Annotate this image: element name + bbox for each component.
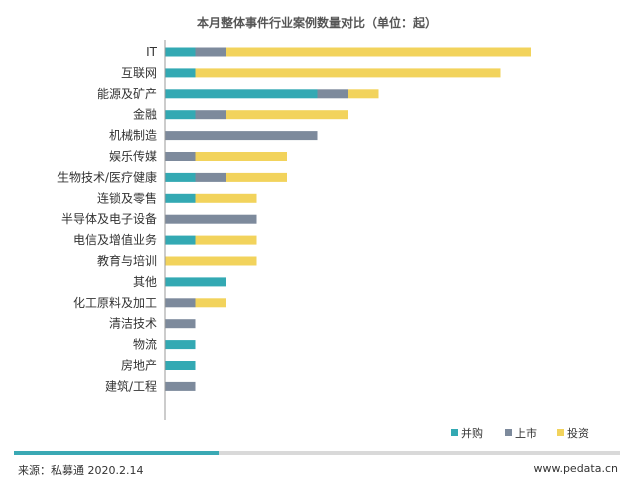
category-label: 能源及矿产 [97,87,157,101]
bar-segment [165,110,196,120]
legend-swatch [557,429,564,436]
category-label: 生物技术/医疗健康 [57,169,157,184]
bar-segment [165,319,196,329]
legend-label: 并购 [461,426,483,440]
bar-segment [165,256,257,266]
bar-segment [165,361,196,370]
bar-segment [165,235,196,245]
category-label: 连锁及零售 [97,190,157,205]
bar-segment [165,172,196,182]
legend-swatch [451,429,458,436]
bar-segment [165,340,196,350]
bar-segment [195,235,257,245]
bar-segment [195,47,226,57]
category-label: IT [146,45,158,59]
category-label: 互联网 [121,66,157,80]
legend-label: 上市 [515,426,537,440]
bar-segment [165,131,318,141]
category-label: 金融 [133,107,157,122]
bottom-divider-accent [14,451,219,455]
category-label: 机械制造 [109,128,157,143]
legend-swatch [505,429,512,436]
legend-label: 投资 [567,426,589,440]
bar-segment [165,298,196,308]
footer-website: www.pedata.cn [533,462,618,475]
chart-title: 本月整体事件行业案例数量对比（单位：起） [196,16,437,30]
legend: 并购 上市 投资 [451,426,589,440]
category-label: 半导体及电子设备 [61,212,157,226]
bar-segment [165,89,318,99]
bar-segment [195,110,226,120]
bar-segment [165,277,226,287]
legend-item: 并购 [451,426,483,440]
category-label: 建筑/工程 [105,378,157,393]
bar-segment [165,214,257,224]
bar-segment [226,110,348,120]
bar-segment [195,172,226,182]
category-label: 娱乐传媒 [109,149,157,164]
bar-segment [165,193,196,203]
bar-segment [165,68,196,78]
bar-segment [195,68,501,78]
category-labels-layer: IT 互联网能源及矿产金融机械制造娱乐传媒生物技术/医疗健康连锁及零售半导体及电子… [57,45,158,393]
category-label: 物流 [133,338,157,352]
footer-source: 来源：私募通 2020.2.14 [18,464,144,477]
legend-item: 投资 [557,426,589,440]
bar-segment [195,193,257,203]
category-label: 房地产 [121,358,157,373]
category-label: 教育与培训 [97,253,157,268]
category-label: 电信及增值业务 [73,232,157,247]
bar-segment [165,152,196,161]
bar-segment [348,89,379,99]
bar-segment [195,152,287,161]
bar-segment [226,47,531,57]
bar-segment [165,47,196,57]
category-label: 清洁技术 [109,317,157,331]
bar-segment [195,298,226,308]
bar-segment [165,381,196,391]
bars-layer [165,47,531,391]
legend-item: 上市 [505,426,537,440]
bar-segment [317,89,348,99]
category-label: 化工原料及加工 [73,296,157,310]
category-label: 其他 [133,275,157,289]
bottom-divider-bar [14,451,620,455]
bar-segment [226,172,287,182]
